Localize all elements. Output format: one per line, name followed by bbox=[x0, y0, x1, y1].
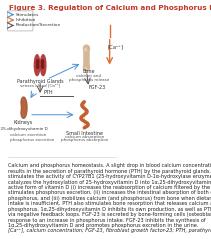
Text: Small Intestine: Small Intestine bbox=[66, 131, 103, 136]
Text: via negative feedback loops. FGF-23 is secreted by bone-forming cells (osteoblas: via negative feedback loops. FGF-23 is s… bbox=[8, 212, 211, 217]
Text: Bone: Bone bbox=[83, 70, 95, 74]
Text: results in the secretion of parathyroid hormone (PTH) by the parathyroid glands.: results in the secretion of parathyroid … bbox=[8, 169, 211, 174]
Text: catalyzes the hydroxylation of 25-hydroxyvitamin D into 1α,25-dihydroxyvitamin D: catalyzes the hydroxylation of 25-hydrox… bbox=[8, 179, 211, 185]
Text: calcium and: calcium and bbox=[76, 75, 101, 78]
Text: phosphorus release: phosphorus release bbox=[69, 78, 109, 82]
Text: active form of vitamin D (i) increases the reabsorption of calcium filtered by t: active form of vitamin D (i) increases t… bbox=[8, 185, 211, 190]
Text: response to an increase in phosphorus intake. FGF-23 inhibits the synthesis of: response to an increase in phosphorus in… bbox=[8, 217, 206, 223]
Text: stimulates phosphorus excretion, (ii) increases the intestinal absorption of bot: stimulates phosphorus excretion, (ii) in… bbox=[8, 190, 211, 195]
Ellipse shape bbox=[83, 45, 89, 52]
Text: PTH: PTH bbox=[43, 90, 53, 94]
Text: Production/Secretion: Production/Secretion bbox=[15, 23, 61, 27]
Polygon shape bbox=[21, 97, 27, 118]
Ellipse shape bbox=[34, 55, 40, 76]
Text: phosphorus excretion: phosphorus excretion bbox=[10, 138, 55, 142]
Text: FGF-23: FGF-23 bbox=[89, 85, 106, 90]
Text: [Ca²⁺], calcium concentration; FGF-23, fibroblast growth factor-23; PTH, parathy: [Ca²⁺], calcium concentration; FGF-23, f… bbox=[8, 228, 211, 234]
Text: phosphorus, and (iii) mobilizes calcium (and phosphorus) from bone when dietary : phosphorus, and (iii) mobilizes calcium … bbox=[8, 196, 211, 201]
Text: Stimulates: Stimulates bbox=[15, 13, 39, 17]
Text: intake is insufficient. PTH also stimulates bone resorption that releases calciu: intake is insufficient. PTH also stimula… bbox=[8, 201, 211, 206]
Text: Parathyroid Glands: Parathyroid Glands bbox=[17, 79, 64, 84]
Text: calcium absorption: calcium absorption bbox=[65, 136, 104, 139]
Text: [Ca²⁺]: [Ca²⁺] bbox=[107, 45, 123, 50]
Text: Inhibition: Inhibition bbox=[15, 18, 36, 22]
Text: Figure 3. Regulation of Calcium and Phosphorus Homeostasis: Figure 3. Regulation of Calcium and Phos… bbox=[9, 5, 211, 11]
Ellipse shape bbox=[83, 64, 89, 71]
Ellipse shape bbox=[84, 67, 87, 70]
Text: 1α,25-dihydroxyvitamin D: 1α,25-dihydroxyvitamin D bbox=[0, 127, 48, 131]
Text: phosphorus. 1α,25-dihydroxyvitamin D inhibits its own production, as well as PTH: phosphorus. 1α,25-dihydroxyvitamin D inh… bbox=[8, 207, 211, 212]
Circle shape bbox=[37, 60, 39, 64]
Polygon shape bbox=[22, 101, 26, 114]
Circle shape bbox=[41, 60, 44, 64]
Text: stimulates the activity of CYP27B1 (25-hydroxyvitamin D-1α-hydroxylase enzyme) t: stimulates the activity of CYP27B1 (25-h… bbox=[8, 174, 211, 179]
FancyBboxPatch shape bbox=[84, 48, 89, 69]
Circle shape bbox=[41, 64, 44, 69]
Circle shape bbox=[37, 64, 39, 69]
FancyBboxPatch shape bbox=[8, 11, 33, 31]
Text: Calcium and phosphorus homeostasis. A slight drop in blood calcium concentration: Calcium and phosphorus homeostasis. A sl… bbox=[8, 163, 211, 168]
Text: Kidneys: Kidneys bbox=[14, 120, 33, 125]
Text: 1α,25-dihydroxyvitamin D and promotes phosphorus excretion in the urine.: 1α,25-dihydroxyvitamin D and promotes ph… bbox=[8, 223, 199, 228]
Ellipse shape bbox=[84, 48, 87, 51]
Text: calcium excretion: calcium excretion bbox=[10, 133, 46, 137]
Ellipse shape bbox=[41, 55, 46, 76]
Text: senses blood [Ca²⁺]: senses blood [Ca²⁺] bbox=[20, 84, 60, 89]
Text: phosphorus absorption: phosphorus absorption bbox=[61, 138, 108, 142]
